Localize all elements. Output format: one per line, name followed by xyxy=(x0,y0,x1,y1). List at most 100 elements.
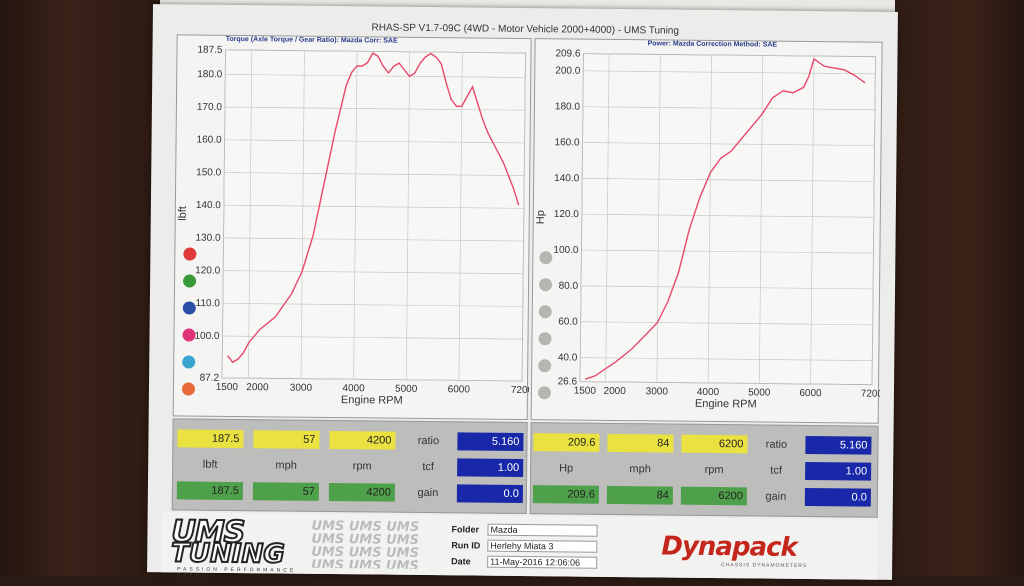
series-toggle-dot[interactable] xyxy=(182,355,196,369)
series-toggle-dot[interactable] xyxy=(182,328,196,342)
torque-chart-panel: Torque (Axle Torque / Gear Ratio): Mazda… xyxy=(172,34,534,421)
gain-value: 0.0 xyxy=(456,484,523,504)
run-id-label: Run ID xyxy=(451,540,481,551)
series-toggle-dot[interactable] xyxy=(539,251,553,265)
current-torque-value: 187.5 xyxy=(176,481,243,501)
power-readout-panel: 209.6 84 6200 ratio 5.160 Hp mph rpm tcf… xyxy=(529,422,879,518)
torque-chart-y-tick: 140.0 xyxy=(196,200,222,211)
max-torque-mph: 57 xyxy=(253,430,320,449)
power-chart-x-tick: 5000 xyxy=(748,387,771,398)
series-toggle-dot[interactable] xyxy=(181,382,196,396)
max-torque-rpm: 4200 xyxy=(329,430,396,450)
power-chart-x-tick: 7200 xyxy=(861,389,884,400)
tcf-value: 1.00 xyxy=(457,458,524,478)
tcf-label: tcf xyxy=(770,464,783,477)
torque-chart-hgrid xyxy=(224,139,525,144)
torque-chart-hgrid xyxy=(224,106,525,111)
run-id-row: Run ID Herlehy Miata 3 xyxy=(451,539,598,553)
folder-row: Folder Mazda xyxy=(451,523,598,537)
torque-chart-y-label: lbft xyxy=(177,206,189,221)
ratio-label: ratio xyxy=(765,438,788,451)
power-chart-vgrid xyxy=(759,55,764,384)
torque-chart-vgrid xyxy=(221,49,226,378)
torque-chart-y-tick: 100.0 xyxy=(194,331,220,342)
power-chart-x-tick: 3000 xyxy=(646,386,669,397)
torque-chart-hgrid xyxy=(222,302,523,307)
dynapack-tagline: CHASSIS DYNAMOMETERS xyxy=(721,562,808,569)
power-chart-y-tick: 160.0 xyxy=(554,137,580,148)
power-chart-header: Power: Mazda Correction Method: SAE xyxy=(647,40,778,49)
mph-label: mph xyxy=(629,463,651,476)
torque-chart-hgrid xyxy=(224,172,525,176)
power-chart-y-tick: 60.0 xyxy=(558,317,578,328)
torque-chart-y-tick: 110.0 xyxy=(196,298,221,309)
max-power-mph: 84 xyxy=(607,433,674,453)
torque-chart-vgrid xyxy=(248,50,253,379)
power-chart-y-tick: 209.6 xyxy=(555,48,581,59)
torque-chart-y-tick: 130.0 xyxy=(195,233,221,244)
date-value: 11-May-2016 12:06:06 xyxy=(487,555,598,569)
power-chart-hgrid xyxy=(583,53,876,58)
series-toggle-dot[interactable] xyxy=(538,359,552,373)
current-power-rpm: 6200 xyxy=(680,486,747,506)
power-chart-y-tick: 80.0 xyxy=(559,281,579,292)
rpm-label: rpm xyxy=(352,460,372,473)
power-chart-y-tick: 100.0 xyxy=(553,245,579,256)
rpm-label: rpm xyxy=(704,463,724,477)
torque-chart-vgrid xyxy=(405,51,411,380)
power-unit-label: Hp xyxy=(559,462,574,475)
torque-chart-vgrid xyxy=(521,53,526,382)
torque-chart-hgrid xyxy=(225,49,526,54)
series-toggle-dot[interactable] xyxy=(539,278,553,292)
series-toggle-dot[interactable] xyxy=(537,386,552,400)
torque-chart-x-tick: 1500 xyxy=(216,382,239,393)
torque-chart-vgrid xyxy=(353,51,358,380)
torque-chart-y-tick: 87.2 xyxy=(200,373,220,384)
torque-chart-x-tick: 3000 xyxy=(290,383,313,394)
power-chart-y-tick: 26.6 xyxy=(558,376,578,387)
tcf-value: 1.00 xyxy=(805,461,872,481)
power-chart-series-line xyxy=(584,57,866,380)
dynapack-logo: Dynapack xyxy=(661,531,797,563)
power-chart-x-label: Engine RPM xyxy=(695,398,757,411)
power-chart: 26.6 40.0 60.0 80.0 100.0 120.0 140.0 160.0 180.… xyxy=(535,48,884,411)
power-chart-x-tick: 2000 xyxy=(604,386,627,397)
power-chart-plot-area xyxy=(579,53,876,386)
gain-label: gain xyxy=(765,490,787,503)
power-chart-y-tick: 140.0 xyxy=(554,173,580,184)
power-chart-y-tick: 200.0 xyxy=(555,66,581,77)
torque-readout-panel: 187.5 57 4200 ratio 5.160 lbft mph rpm t… xyxy=(171,418,528,515)
current-power-value: 209.6 xyxy=(532,485,599,504)
power-chart-hgrid xyxy=(581,249,874,254)
torque-chart-hgrid xyxy=(223,237,524,242)
power-chart-vgrid xyxy=(810,56,815,385)
series-toggle-dot[interactable] xyxy=(182,301,196,315)
torque-chart-y-tick: 160.0 xyxy=(196,135,222,146)
ratio-value: 5.160 xyxy=(805,435,872,455)
date-row: Date 11-May-2016 12:06:06 xyxy=(451,555,598,569)
power-chart-hgrid xyxy=(583,70,876,75)
power-chart-x-tick: 4000 xyxy=(697,387,720,398)
torque-chart-x-tick: 2000 xyxy=(246,382,269,393)
max-torque-value: 187.5 xyxy=(177,429,244,449)
torque-chart-y-tick: 120.0 xyxy=(195,265,221,276)
power-chart-hgrid xyxy=(581,213,874,218)
wood-background-right xyxy=(884,0,1024,576)
torque-chart-y-tick: 180.0 xyxy=(197,69,223,80)
torque-chart-hgrid xyxy=(222,335,523,340)
series-toggle-dot[interactable] xyxy=(538,332,552,346)
power-chart-vgrid xyxy=(579,53,584,382)
power-chart-vgrid xyxy=(656,54,661,383)
torque-chart-y-tick: 170.0 xyxy=(197,102,223,113)
power-chart-hgrid xyxy=(582,178,875,182)
torque-chart-hgrid xyxy=(222,377,523,382)
torque-chart-y-tick: 150.0 xyxy=(196,167,222,178)
folder-value: Mazda xyxy=(487,523,598,537)
torque-chart-x-label: Engine RPM xyxy=(341,394,403,407)
series-toggle-dot[interactable] xyxy=(183,274,197,288)
series-toggle-dot[interactable] xyxy=(183,247,197,261)
tcf-label: tcf xyxy=(422,460,435,474)
series-toggle-dot[interactable] xyxy=(538,305,552,319)
torque-chart-hgrid xyxy=(225,74,526,78)
power-chart-hgrid xyxy=(580,381,873,386)
